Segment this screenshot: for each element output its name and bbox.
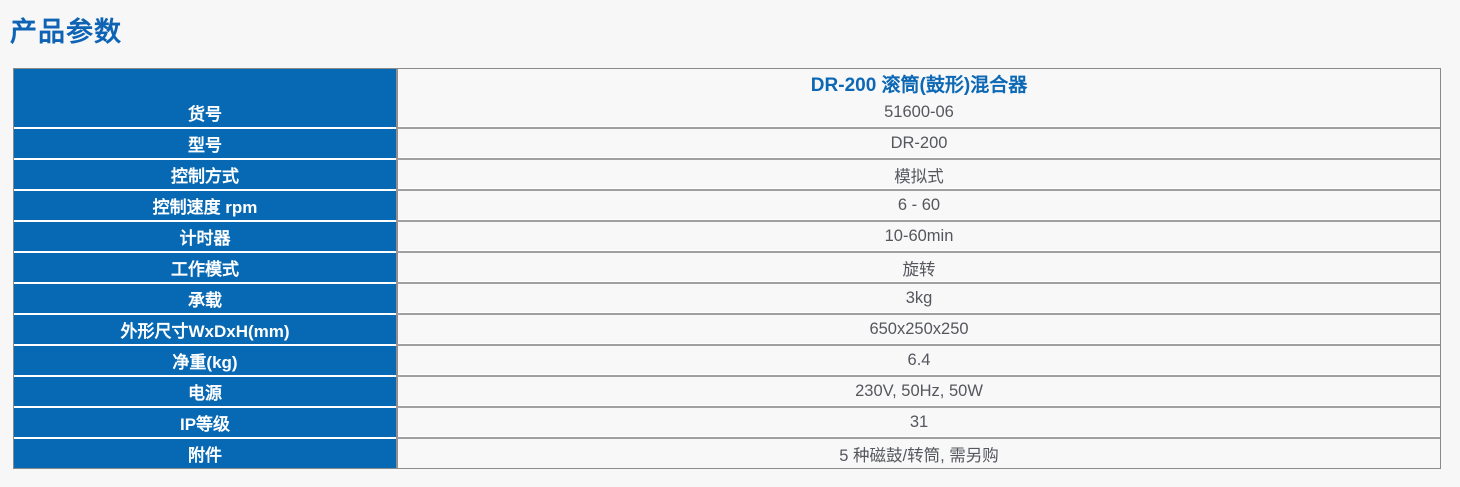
spec-label: 外形尺寸WxDxH(mm) xyxy=(14,315,396,346)
spec-value: DR-200 xyxy=(396,129,1440,160)
spec-row: 附件 5 种磁鼓/转筒, 需另购 xyxy=(14,439,1440,468)
spec-value: 51600-06 xyxy=(396,98,1440,129)
spec-row: 电源 230V, 50Hz, 50W xyxy=(14,377,1440,408)
header-label-cell-empty xyxy=(14,69,396,98)
spec-row: 计时器 10-60min xyxy=(14,222,1440,253)
spec-table-body: 货号 51600-06 型号 DR-200 控制方式 模拟式 控制速度 rpm 6 - 60 计… xyxy=(14,98,1440,468)
spec-value: 5 种磁鼓/转筒, 需另购 xyxy=(396,439,1440,468)
spec-row: 货号 51600-06 xyxy=(14,98,1440,129)
spec-label: 计时器 xyxy=(14,222,396,253)
spec-label: 型号 xyxy=(14,129,396,160)
spec-label: 净重(kg) xyxy=(14,346,396,377)
spec-row: 净重(kg) 6.4 xyxy=(14,346,1440,377)
spec-label: 电源 xyxy=(14,377,396,408)
spec-row: 控制速度 rpm 6 - 60 xyxy=(14,191,1440,222)
spec-label: 承载 xyxy=(14,284,396,315)
spec-value: 31 xyxy=(396,408,1440,439)
spec-value: 230V, 50Hz, 50W xyxy=(396,377,1440,408)
spec-label: 控制速度 rpm xyxy=(14,191,396,222)
spec-value: 旋转 xyxy=(396,253,1440,284)
spec-value: 模拟式 xyxy=(396,160,1440,191)
spec-row: 承载 3kg xyxy=(14,284,1440,315)
spec-row: 型号 DR-200 xyxy=(14,129,1440,160)
product-parameters-section: 产品参数 DR-200 滚筒(鼓形)混合器 货号 51600-06 型号 DR-200… xyxy=(10,17,1441,469)
spec-row: 工作模式 旋转 xyxy=(14,253,1440,284)
spec-row: 控制方式 模拟式 xyxy=(14,160,1440,191)
spec-label: 附件 xyxy=(14,439,396,468)
table-header-row: DR-200 滚筒(鼓形)混合器 xyxy=(14,69,1440,98)
spec-label: 货号 xyxy=(14,98,396,129)
spec-row: 外形尺寸WxDxH(mm) 650x250x250 xyxy=(14,315,1440,346)
spec-row: IP等级 31 xyxy=(14,408,1440,439)
spec-value: 6 - 60 xyxy=(396,191,1440,222)
spec-value: 3kg xyxy=(396,284,1440,315)
spec-label: 工作模式 xyxy=(14,253,396,284)
page-title: 产品参数 xyxy=(10,17,122,47)
spec-value: 650x250x250 xyxy=(396,315,1440,346)
spec-label: IP等级 xyxy=(14,408,396,439)
product-name-header: DR-200 滚筒(鼓形)混合器 xyxy=(396,69,1440,98)
spec-value: 6.4 xyxy=(396,346,1440,377)
spec-label: 控制方式 xyxy=(14,160,396,191)
product-spec-table: DR-200 滚筒(鼓形)混合器 货号 51600-06 型号 DR-200 控制方式模… xyxy=(13,68,1441,469)
spec-value: 10-60min xyxy=(396,222,1440,253)
